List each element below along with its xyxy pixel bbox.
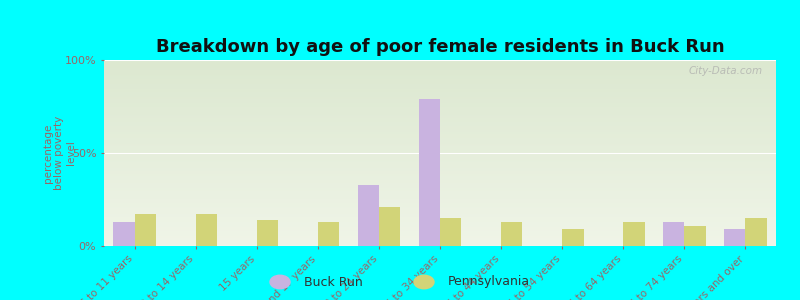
Bar xyxy=(724,229,746,246)
Title: Breakdown by age of poor female residents in Buck Run: Breakdown by age of poor female resident… xyxy=(156,38,724,56)
Bar xyxy=(358,184,379,246)
Bar xyxy=(196,214,217,246)
Bar xyxy=(134,214,156,246)
Text: Pennsylvania: Pennsylvania xyxy=(448,275,530,289)
Bar xyxy=(379,207,400,246)
Bar xyxy=(318,222,339,246)
Bar xyxy=(623,222,645,246)
Bar xyxy=(746,218,767,246)
Bar xyxy=(684,226,706,246)
Bar xyxy=(113,222,134,246)
Bar xyxy=(440,218,462,246)
Bar xyxy=(562,229,583,246)
Bar xyxy=(663,222,684,246)
Bar xyxy=(501,222,522,246)
Bar xyxy=(418,99,440,246)
Y-axis label: percentage
below poverty
level: percentage below poverty level xyxy=(42,116,76,190)
Bar xyxy=(257,220,278,246)
Text: Buck Run: Buck Run xyxy=(304,275,362,289)
Text: City-Data.com: City-Data.com xyxy=(689,66,762,76)
